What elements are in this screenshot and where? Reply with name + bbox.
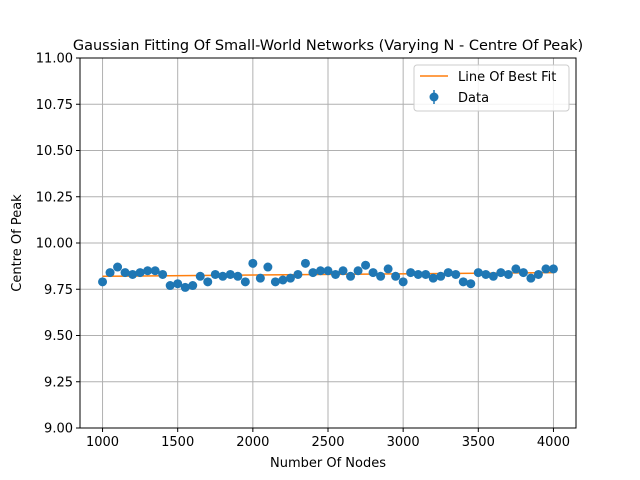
data-point xyxy=(473,268,483,278)
data-point xyxy=(143,266,153,276)
data-point xyxy=(225,269,235,279)
data-point xyxy=(188,281,198,291)
legend: Line Of Best Fit Data xyxy=(413,64,570,112)
data-point xyxy=(233,271,243,281)
data-point xyxy=(128,269,138,279)
data-point xyxy=(105,268,115,278)
data-point xyxy=(481,269,491,279)
legend-fit-label: Line Of Best Fit xyxy=(458,70,556,85)
x-tick-label: 3500 xyxy=(462,435,495,450)
data-point xyxy=(406,268,416,278)
y-tick-label: 9.25 xyxy=(44,375,73,390)
data-point xyxy=(526,273,536,283)
x-axis-label: Number Of Nodes xyxy=(270,456,386,471)
data-point xyxy=(488,271,498,281)
data-point xyxy=(323,266,333,276)
x-tick-label: 4000 xyxy=(537,435,570,450)
data-point xyxy=(436,271,446,281)
data-point xyxy=(451,269,461,279)
data-point xyxy=(428,273,438,283)
y-tick-label: 9.50 xyxy=(44,329,73,344)
data-point xyxy=(353,266,363,276)
data-point xyxy=(548,264,558,274)
data-point xyxy=(413,269,423,279)
x-tick-label: 3000 xyxy=(387,435,420,450)
x-tick-label: 2000 xyxy=(236,435,269,450)
data-point xyxy=(308,268,318,278)
data-point xyxy=(180,282,190,292)
y-axis-label: Centre Of Peak xyxy=(10,194,25,292)
data-point xyxy=(421,269,431,279)
data-point xyxy=(466,279,476,289)
data-point xyxy=(376,271,386,281)
y-tick-label: 11.00 xyxy=(36,52,73,67)
data-point xyxy=(240,277,250,287)
data-point xyxy=(270,277,280,287)
data-point xyxy=(98,277,108,287)
data-point xyxy=(368,268,378,278)
y-tick-label: 10.25 xyxy=(36,190,73,205)
data-point xyxy=(533,269,543,279)
data-point xyxy=(361,260,371,270)
data-point xyxy=(158,269,168,279)
data-point xyxy=(173,279,183,289)
data-point xyxy=(203,277,213,287)
data-point xyxy=(263,262,273,272)
data-point xyxy=(218,271,228,281)
data-point xyxy=(113,262,123,272)
x-tick-label: 1500 xyxy=(161,435,194,450)
x-tick-label: 2500 xyxy=(311,435,344,450)
y-tick-label: 10.50 xyxy=(36,144,73,159)
y-axis: 9.00 9.25 9.50 9.75 10.00 10.25 10.50 10.75 11.0… xyxy=(36,52,80,437)
data-point xyxy=(346,271,356,281)
x-tick-label: 1000 xyxy=(86,435,119,450)
legend-data-label: Data xyxy=(458,91,489,106)
data-point xyxy=(518,268,528,278)
data-point xyxy=(331,269,341,279)
data-point xyxy=(315,266,325,276)
data-point xyxy=(285,273,295,283)
grid xyxy=(80,57,576,429)
data-point xyxy=(338,266,348,276)
data-point xyxy=(195,271,205,281)
data-point xyxy=(443,268,453,278)
y-tick-label: 10.00 xyxy=(36,237,73,252)
legend-box xyxy=(413,64,570,112)
data-point xyxy=(293,269,303,279)
data-point xyxy=(248,258,258,268)
data-point xyxy=(165,281,175,291)
data-point xyxy=(135,268,145,278)
y-tick-label: 10.75 xyxy=(36,98,73,113)
data-point xyxy=(278,275,288,285)
data-point xyxy=(210,269,220,279)
y-tick-label: 9.00 xyxy=(44,422,73,437)
data-point xyxy=(503,269,513,279)
data-point xyxy=(120,268,130,278)
data-point xyxy=(255,273,265,283)
data-point xyxy=(398,277,408,287)
data-point xyxy=(496,268,506,278)
data-point xyxy=(391,271,401,281)
data-point xyxy=(511,264,521,274)
data-point xyxy=(541,264,551,274)
legend-data-swatch xyxy=(429,92,439,102)
x-axis: 1000 1500 2000 2500 3000 3500 4000 xyxy=(86,428,570,450)
data-point xyxy=(150,266,160,276)
data-point xyxy=(300,258,310,268)
data-point xyxy=(383,264,393,274)
y-tick-label: 9.75 xyxy=(44,283,73,298)
points-layer xyxy=(98,258,558,292)
chart-title: Gaussian Fitting Of Small-World Networks… xyxy=(73,38,583,54)
data-point xyxy=(458,277,468,287)
